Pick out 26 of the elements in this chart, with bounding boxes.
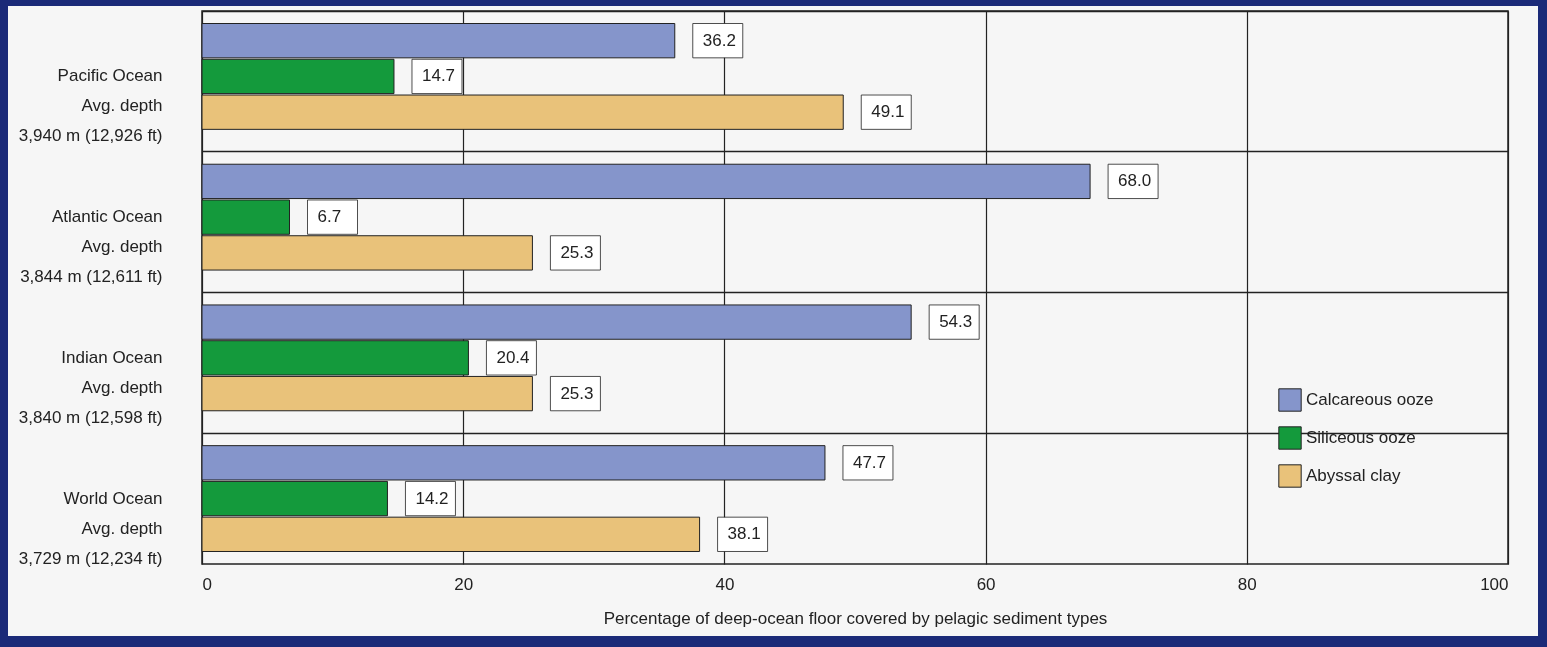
legend-label: Abyssal clay (1306, 466, 1401, 485)
legend-label: Calcareous ooze (1306, 390, 1434, 409)
x-axis-title: Percentage of deep-ocean floor covered by pelagic sediment types (603, 608, 1108, 628)
x-tick-label: 40 (715, 574, 735, 594)
y-tick-label: World Ocean Avg. depth 3,729 m (12,234 ft) (18, 488, 163, 568)
x-tick-label: 80 (1237, 574, 1257, 594)
data-label: 36.2 (702, 30, 736, 50)
x-tick-label: 60 (976, 574, 996, 594)
y-tick-label: Indian Ocean Avg. depth 3,840 m (12,598 ft) (18, 347, 163, 427)
y-tick-label: Pacific Ocean Avg. depth 3,940 m (12,926 ft) (18, 66, 163, 146)
x-tick-label: 0 (202, 574, 212, 594)
data-label: 14.7 (421, 66, 456, 86)
data-label: 14.2 (415, 488, 449, 508)
data-label: 49.1 (871, 102, 905, 122)
data-label: 25.3 (560, 383, 594, 403)
data-label: 20.4 (496, 347, 530, 367)
x-tick-label: 100 (1480, 574, 1509, 594)
data-label: 54.3 (939, 312, 973, 332)
x-tick-label: 20 (454, 574, 474, 594)
data-label: 25.3 (560, 242, 594, 262)
legend-label: Siliceous ooze (1306, 428, 1416, 447)
data-label: 47.7 (852, 452, 887, 472)
y-tick-label: Atlantic Ocean Avg. depth 3,844 m (12,611 ft) (20, 207, 163, 287)
data-label: 68.0 (1118, 171, 1152, 191)
data-label: 38.1 (727, 524, 761, 544)
data-label: 6.7 (317, 207, 342, 227)
